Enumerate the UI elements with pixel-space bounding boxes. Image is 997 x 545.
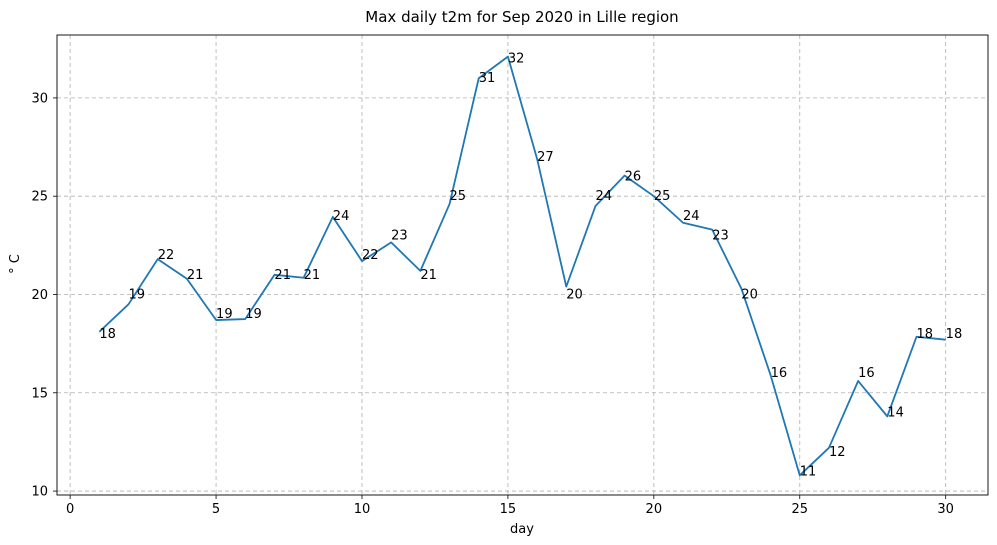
data-label: 22 <box>362 248 379 263</box>
data-label: 20 <box>741 287 758 302</box>
data-label: 19 <box>245 307 262 322</box>
data-label: 20 <box>566 287 583 302</box>
grid <box>57 35 988 495</box>
x-tick-label: 0 <box>66 502 74 517</box>
series-line <box>98 55 946 477</box>
axis-ticks: 0 5 10 15 20 25 30 10 15 20 25 30 <box>31 91 954 517</box>
y-axis-label: ° C <box>8 254 23 274</box>
data-label: 11 <box>800 464 817 479</box>
data-label: 12 <box>829 445 846 460</box>
data-label: 24 <box>595 189 612 204</box>
data-label: 24 <box>683 209 700 224</box>
data-label: 24 <box>333 209 350 224</box>
chart-title: Max daily t2m for Sep 2020 in Lille regi… <box>365 8 678 26</box>
x-tick-label: 25 <box>791 502 808 517</box>
data-labels: 18 19 22 21 19 19 21 21 24 22 23 21 25 31 32 27 20 24 26 25… <box>99 52 962 480</box>
data-label: 25 <box>654 189 671 204</box>
data-label: 22 <box>158 248 175 263</box>
data-label: 19 <box>129 287 146 302</box>
data-label: 18 <box>946 327 963 342</box>
data-label: 23 <box>712 229 729 244</box>
y-tick-label: 25 <box>31 190 48 205</box>
y-tick-label: 20 <box>31 288 48 303</box>
y-tick-label: 10 <box>31 485 48 500</box>
y-tick-label: 30 <box>31 91 48 106</box>
x-tick-label: 5 <box>212 502 220 517</box>
plot-frame <box>56 34 989 496</box>
x-tick-label: 20 <box>646 502 663 517</box>
data-label: 31 <box>479 71 496 86</box>
data-label: 32 <box>508 52 525 67</box>
data-label: 18 <box>916 327 933 342</box>
data-label: 21 <box>274 268 291 283</box>
data-label: 19 <box>216 307 233 322</box>
data-label: 21 <box>420 268 437 283</box>
data-label: 14 <box>887 405 904 420</box>
data-label: 16 <box>858 366 875 381</box>
data-label: 16 <box>771 366 788 381</box>
x-tick-label: 30 <box>937 502 954 517</box>
data-label: 23 <box>391 229 408 244</box>
x-axis-label: day <box>510 522 534 537</box>
y-tick-label: 15 <box>31 386 48 401</box>
data-label: 25 <box>450 189 467 204</box>
data-label: 21 <box>187 268 204 283</box>
x-tick-label: 10 <box>354 502 371 517</box>
x-tick-label: 15 <box>500 502 517 517</box>
data-label: 27 <box>537 150 554 165</box>
data-label: 26 <box>625 170 642 185</box>
data-label: 21 <box>304 268 321 283</box>
data-label: 18 <box>99 327 116 342</box>
